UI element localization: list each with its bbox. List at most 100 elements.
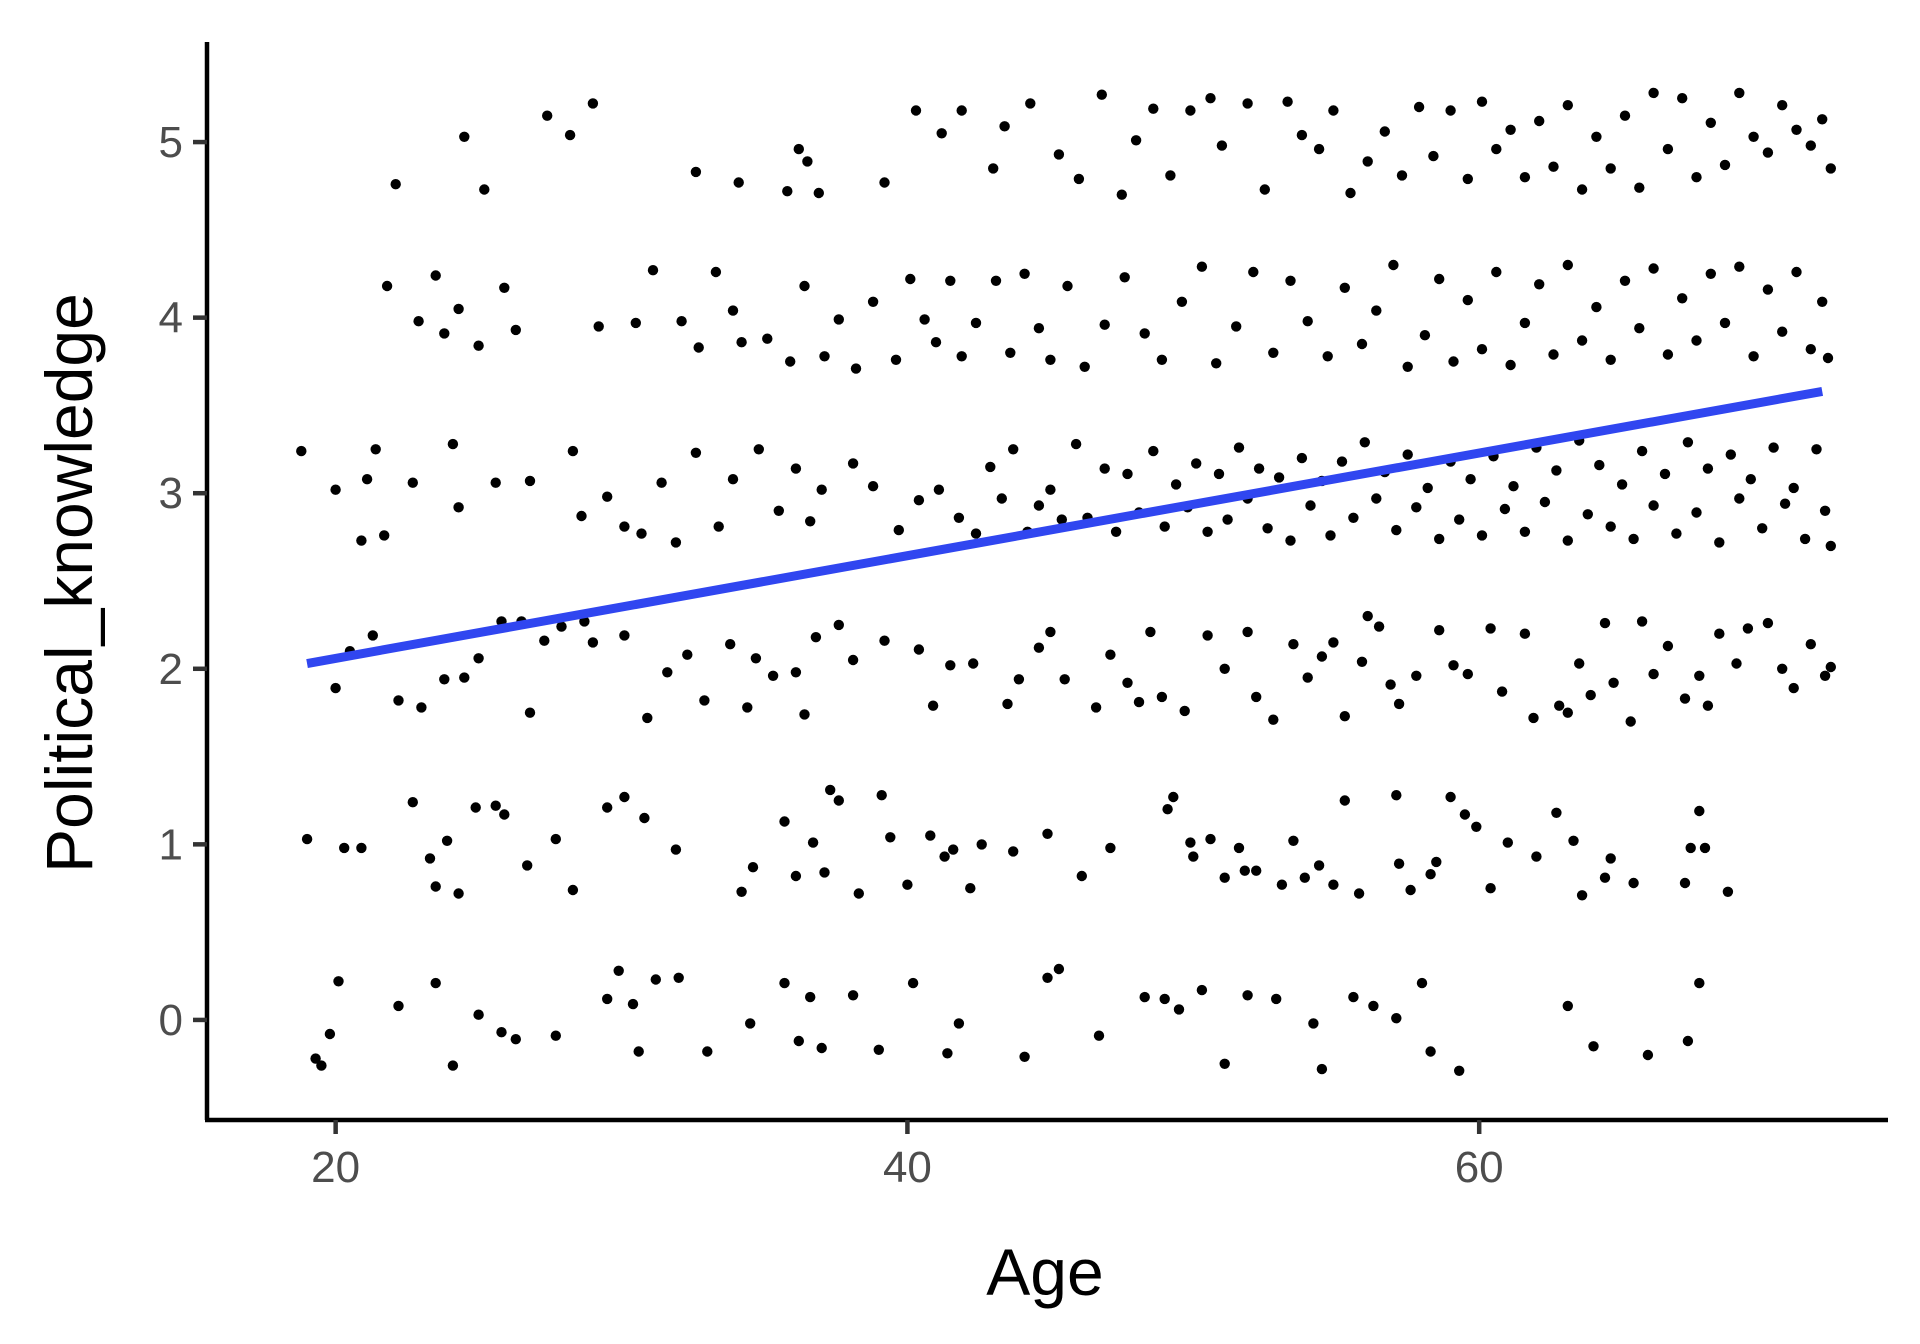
data-point — [710, 266, 722, 278]
data-point — [564, 129, 576, 141]
data-point — [1285, 275, 1296, 286]
data-point — [1605, 521, 1616, 532]
data-point — [1339, 282, 1351, 293]
data-point — [1722, 886, 1734, 897]
data-point — [793, 143, 804, 155]
data-point — [459, 672, 470, 683]
data-point — [587, 98, 599, 109]
data-point — [727, 305, 739, 316]
data-point — [1133, 696, 1145, 708]
data-point — [1296, 129, 1308, 141]
data-point — [1434, 533, 1445, 545]
data-point — [1148, 103, 1159, 114]
data-point — [330, 484, 341, 495]
data-point — [1705, 268, 1717, 279]
data-point — [1734, 493, 1745, 504]
data-point — [602, 491, 613, 502]
data-point — [1185, 105, 1196, 116]
data-point — [1045, 484, 1056, 495]
data-point — [1196, 984, 1208, 996]
data-point — [999, 121, 1010, 132]
data-point — [439, 674, 450, 685]
data-point — [1508, 481, 1519, 492]
data-point — [510, 1034, 521, 1045]
data-point — [1539, 496, 1551, 508]
data-point — [1416, 977, 1428, 989]
data-point — [1791, 266, 1802, 278]
data-point — [1110, 526, 1122, 537]
data-point — [736, 886, 747, 897]
data-point — [1562, 259, 1574, 271]
y-axis-title: Political_knowledge — [32, 293, 106, 873]
data-point — [913, 644, 925, 655]
data-point — [819, 351, 830, 362]
data-point — [1648, 668, 1659, 680]
data-point — [1185, 837, 1196, 848]
data-point — [1682, 1035, 1694, 1047]
data-point — [627, 998, 639, 1010]
data-point — [370, 444, 381, 455]
data-point — [1336, 456, 1348, 467]
data-point — [633, 1046, 644, 1057]
data-point — [799, 280, 810, 292]
data-point — [733, 177, 744, 188]
data-point — [524, 707, 536, 718]
data-point — [441, 835, 453, 846]
data-point — [1768, 442, 1779, 453]
data-point — [1288, 639, 1299, 650]
data-point — [905, 273, 916, 285]
data-point — [1379, 126, 1391, 137]
data-point — [619, 630, 630, 641]
data-point — [1362, 610, 1373, 622]
data-point — [1714, 537, 1725, 548]
data-point — [1817, 296, 1828, 307]
data-point — [745, 1018, 756, 1029]
data-point — [1791, 124, 1802, 135]
data-point — [416, 702, 427, 713]
data-point — [1465, 474, 1476, 485]
data-point — [1554, 700, 1565, 711]
data-point — [579, 616, 590, 627]
data-point — [1393, 858, 1405, 869]
data-point — [1428, 150, 1439, 162]
data-point — [1219, 1058, 1230, 1070]
y-axis-ticks: 0 1 2 3 4 5 — [159, 118, 207, 1045]
data-point — [1691, 507, 1702, 518]
data-point — [1253, 463, 1265, 474]
data-point — [1574, 658, 1585, 669]
data-point — [1762, 617, 1774, 629]
data-point — [1233, 442, 1245, 453]
x-tick-label: 60 — [1455, 1143, 1504, 1192]
data-point — [1599, 617, 1611, 629]
data-point — [1605, 354, 1616, 365]
data-point — [473, 340, 484, 351]
data-point — [1396, 170, 1408, 181]
data-point — [1233, 842, 1245, 854]
data-point — [790, 463, 802, 474]
data-point — [567, 884, 579, 896]
data-point — [1605, 163, 1616, 174]
data-point — [1762, 147, 1774, 158]
data-point — [1625, 716, 1636, 727]
data-point — [925, 830, 936, 841]
data-point — [339, 842, 350, 854]
data-point — [1496, 686, 1508, 697]
data-point — [1059, 674, 1070, 685]
data-point — [782, 186, 793, 197]
data-point — [1242, 626, 1253, 638]
data-point — [1817, 114, 1828, 125]
data-point — [1699, 842, 1711, 854]
data-point — [885, 832, 896, 843]
data-point — [379, 530, 390, 541]
data-point — [1033, 642, 1045, 653]
data-point — [850, 363, 862, 374]
data-point — [1585, 689, 1596, 701]
data-point — [1531, 851, 1542, 862]
data-point — [702, 1046, 713, 1057]
data-point — [453, 888, 464, 899]
data-point — [1462, 294, 1474, 306]
data-point — [1476, 530, 1488, 541]
data-point — [1445, 791, 1456, 803]
data-point — [802, 156, 813, 167]
data-point — [1148, 445, 1159, 457]
